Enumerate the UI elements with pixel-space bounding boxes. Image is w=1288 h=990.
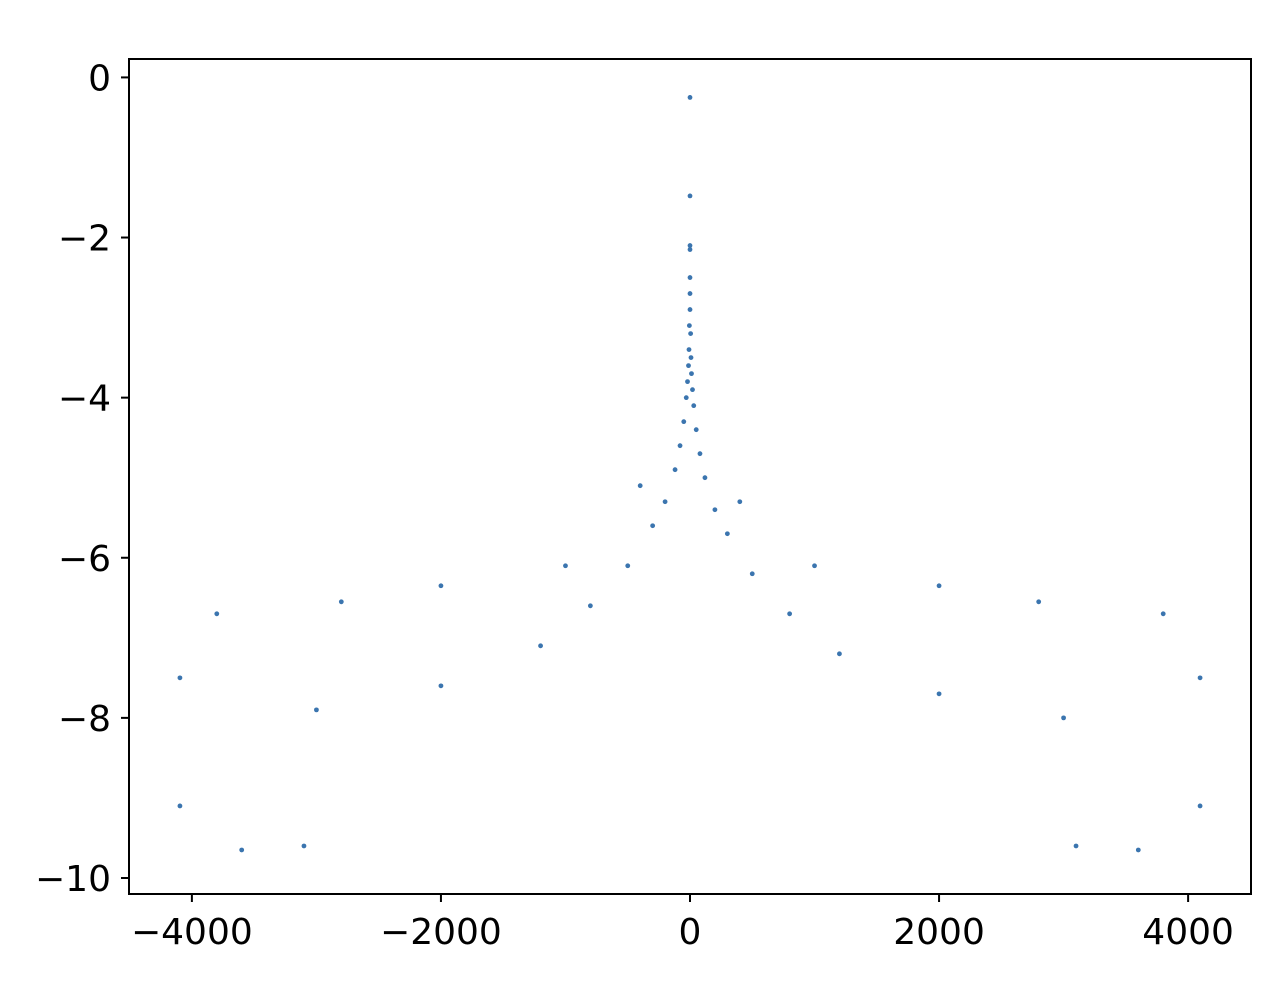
data-point	[1197, 803, 1203, 809]
x-tick-label: 2000	[893, 912, 985, 953]
data-point	[687, 247, 693, 252]
data-point	[686, 347, 692, 353]
x-tick-label: 4000	[1142, 912, 1234, 953]
data-point	[301, 843, 307, 849]
data-point	[712, 507, 718, 513]
y-axis: 0 −2 −4 −6 −8 −10	[35, 58, 129, 900]
data-point	[438, 683, 444, 689]
y-tick-label: −4	[58, 379, 111, 420]
data-point	[681, 419, 687, 425]
data-point	[214, 611, 220, 617]
data-point	[672, 467, 678, 473]
data-point	[686, 323, 692, 328]
data-point	[697, 451, 703, 457]
data-point	[812, 563, 817, 569]
data-point	[662, 499, 668, 505]
data-point	[787, 611, 793, 617]
data-point	[1160, 611, 1166, 617]
data-point	[936, 691, 942, 697]
data-point	[687, 95, 693, 100]
data-point	[438, 583, 444, 589]
data-point	[689, 371, 694, 377]
data-point	[239, 847, 245, 853]
data-point	[702, 475, 708, 481]
data-point	[691, 403, 697, 409]
data-point	[837, 651, 842, 657]
data-point	[1036, 599, 1042, 605]
data-point	[538, 643, 543, 649]
data-point	[563, 563, 568, 569]
y-tick-label: 0	[88, 58, 111, 99]
data-point	[688, 331, 694, 336]
data-point	[749, 571, 755, 577]
data-points	[177, 95, 1203, 853]
data-point	[1061, 715, 1066, 721]
data-point	[687, 243, 693, 248]
data-point	[177, 803, 183, 809]
y-tick-label: −8	[58, 699, 111, 740]
y-tick-label: −2	[58, 219, 111, 260]
data-point	[685, 379, 690, 385]
x-tick-label: −2000	[380, 912, 502, 953]
data-point	[690, 387, 695, 393]
data-point	[724, 531, 730, 537]
data-point	[314, 707, 319, 713]
data-point	[683, 395, 689, 401]
data-point	[677, 443, 683, 449]
data-point	[686, 363, 691, 369]
data-point	[688, 355, 694, 361]
data-point	[687, 307, 693, 312]
data-point	[177, 675, 183, 681]
x-axis: −4000 −2000 0 2000 4000	[131, 894, 1234, 953]
data-point	[625, 563, 631, 569]
data-point	[936, 583, 942, 589]
x-tick-label: −4000	[131, 912, 253, 953]
data-point	[1135, 847, 1141, 853]
data-point	[693, 427, 699, 433]
data-point	[338, 599, 344, 605]
y-tick-label: −10	[35, 859, 111, 900]
data-point	[687, 275, 693, 280]
data-point	[650, 523, 656, 529]
data-point	[637, 483, 643, 489]
data-point	[1073, 843, 1079, 849]
data-point	[737, 499, 743, 505]
data-point	[587, 603, 593, 609]
data-point	[687, 291, 693, 296]
x-tick-label: 0	[679, 912, 702, 953]
data-point	[687, 193, 693, 199]
y-tick-label: −6	[58, 539, 111, 580]
data-point	[1197, 675, 1203, 681]
